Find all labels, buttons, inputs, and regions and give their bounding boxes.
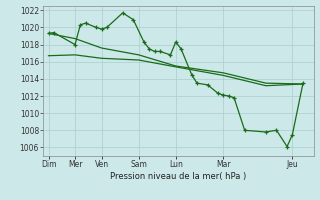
X-axis label: Pression niveau de la mer( hPa ): Pression niveau de la mer( hPa )	[110, 172, 246, 181]
